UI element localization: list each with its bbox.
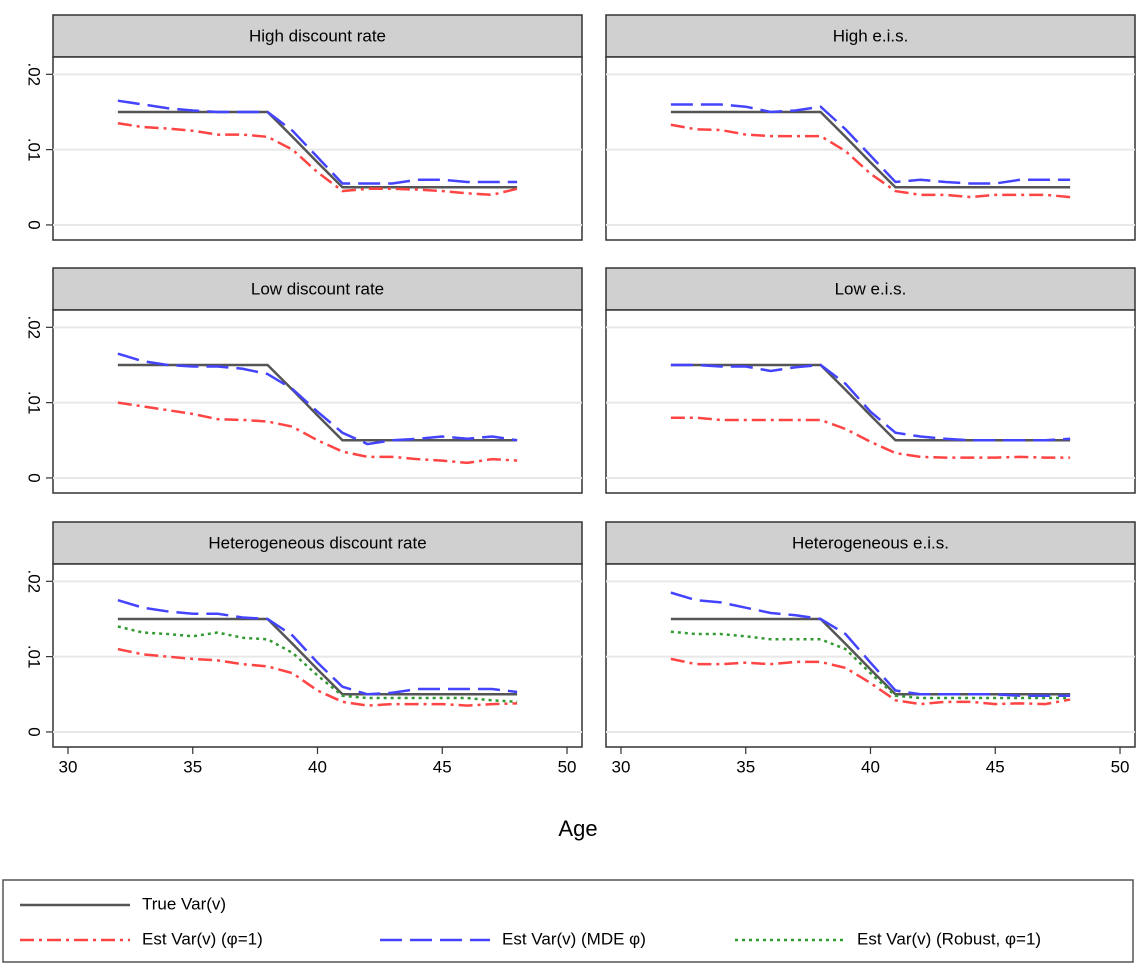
y-tick-label: .01 bbox=[25, 645, 44, 669]
panel-title: Low e.i.s. bbox=[835, 279, 907, 298]
x-tick-label: 35 bbox=[736, 757, 755, 776]
y-tick-label: .02 bbox=[25, 570, 44, 594]
x-tick-label: 45 bbox=[986, 757, 1005, 776]
data-line bbox=[117, 122, 518, 197]
plot-area bbox=[605, 563, 1136, 748]
panel-header bbox=[52, 14, 583, 58]
data-line bbox=[117, 598, 518, 696]
x-tick-label: 50 bbox=[1111, 757, 1130, 776]
data-line bbox=[117, 352, 518, 446]
x-tick-label: 45 bbox=[433, 757, 452, 776]
data-line bbox=[117, 617, 518, 696]
legend-box bbox=[2, 879, 1134, 963]
panel-title: High e.i.s. bbox=[833, 26, 909, 45]
plot-area bbox=[605, 56, 1136, 241]
x-tick-label: 35 bbox=[183, 757, 202, 776]
y-tick-label: .02 bbox=[25, 63, 44, 87]
panel-header bbox=[52, 267, 583, 311]
data-line bbox=[117, 647, 518, 707]
panel-title: Heterogeneous e.i.s. bbox=[792, 533, 949, 552]
data-line bbox=[670, 103, 1071, 185]
data-line bbox=[117, 99, 518, 185]
plot-area bbox=[52, 309, 583, 494]
x-axis-label: Age bbox=[558, 816, 597, 841]
data-line bbox=[117, 401, 518, 465]
panel-header bbox=[52, 521, 583, 565]
x-tick-label: 30 bbox=[612, 757, 631, 776]
data-line bbox=[670, 363, 1071, 442]
legend-label: Est Var(v) (φ=1) bbox=[142, 929, 263, 948]
data-line bbox=[670, 657, 1071, 706]
data-line bbox=[670, 110, 1071, 189]
panel-title: Low discount rate bbox=[251, 279, 384, 298]
y-tick-label: 0 bbox=[25, 220, 44, 229]
x-tick-label: 40 bbox=[861, 757, 880, 776]
x-tick-label: 40 bbox=[308, 757, 327, 776]
data-line bbox=[670, 591, 1071, 698]
data-line bbox=[117, 110, 518, 189]
y-tick-label: .01 bbox=[25, 391, 44, 415]
panel-title: Heterogeneous discount rate bbox=[208, 533, 426, 552]
legend-label: True Var(v) bbox=[142, 894, 226, 913]
legend-label: Est Var(v) (Robust, φ=1) bbox=[857, 929, 1041, 948]
y-tick-label: 0 bbox=[25, 727, 44, 736]
data-line bbox=[670, 630, 1071, 700]
y-tick-label: .01 bbox=[25, 138, 44, 162]
plot-area bbox=[52, 563, 583, 748]
x-tick-label: 50 bbox=[558, 757, 577, 776]
data-line bbox=[670, 123, 1071, 199]
x-tick-label: 30 bbox=[59, 757, 78, 776]
panel-header bbox=[605, 267, 1136, 311]
plot-area bbox=[52, 56, 583, 241]
y-tick-label: .02 bbox=[25, 316, 44, 340]
y-tick-label: 0 bbox=[25, 473, 44, 482]
data-line bbox=[670, 416, 1071, 459]
plot-area bbox=[605, 309, 1136, 494]
legend-label: Est Var(v) (MDE φ) bbox=[502, 929, 646, 948]
panel-header bbox=[605, 521, 1136, 565]
panel-title: High discount rate bbox=[249, 26, 386, 45]
